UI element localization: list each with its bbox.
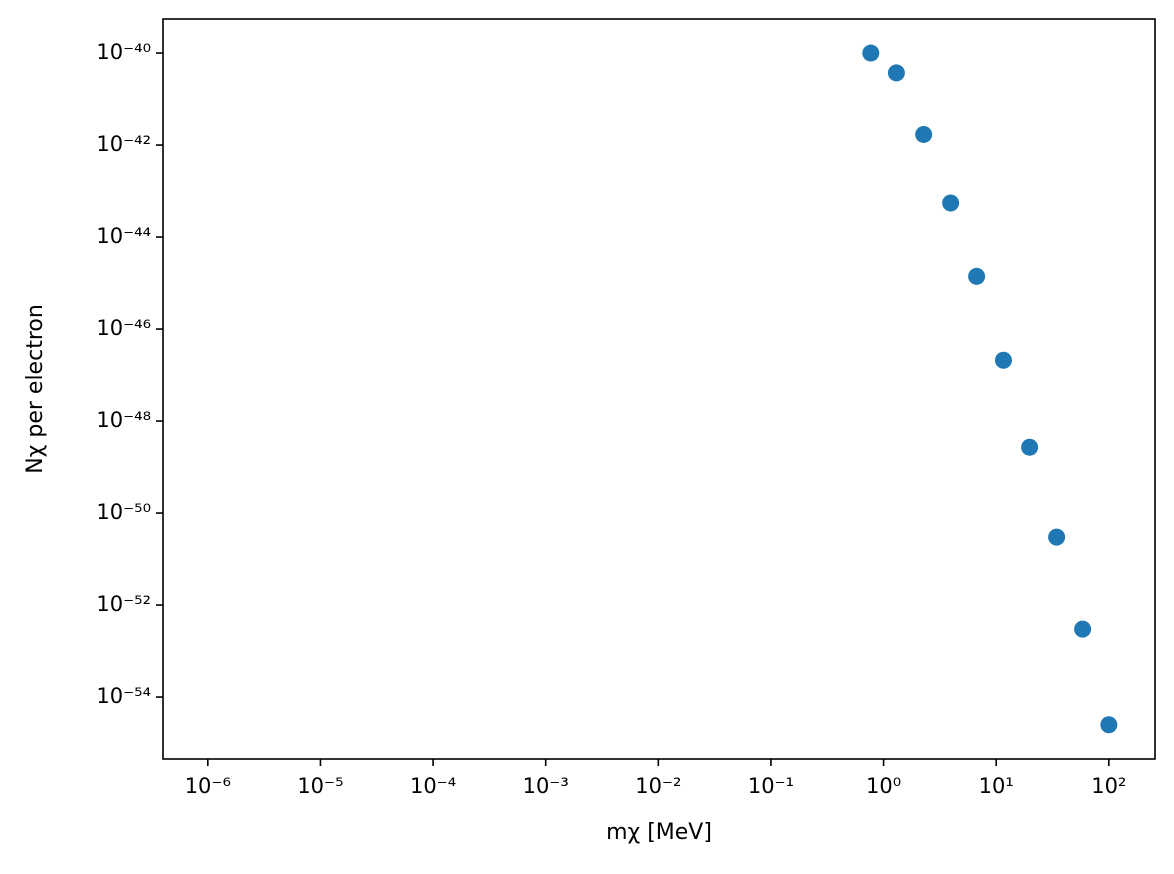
y-tick-label: 10⁻⁵⁰ <box>96 500 151 524</box>
data-point <box>1100 716 1118 734</box>
data-point <box>942 194 960 212</box>
x-axis-label: mχ [MeV] <box>606 820 712 845</box>
x-tick-label: 10⁻² <box>635 774 681 798</box>
y-tick-label: 10⁻⁴⁴ <box>96 224 151 248</box>
x-tick-label: 10⁻⁵ <box>297 774 343 798</box>
y-tick-label: 10⁻⁴⁶ <box>96 316 151 340</box>
x-tick-label: 10⁻¹ <box>748 774 794 798</box>
data-point <box>915 125 933 143</box>
data-point <box>1021 438 1039 456</box>
x-tick-label: 10¹ <box>979 774 1014 798</box>
plot-frame <box>162 18 1156 760</box>
data-point <box>887 64 905 82</box>
x-tick-label: 10² <box>1091 774 1126 798</box>
data-point <box>994 351 1012 369</box>
data-point <box>862 44 880 62</box>
data-point <box>968 267 986 285</box>
x-tick-label: 10⁻⁴ <box>410 774 456 798</box>
x-tick-label: 10⁻⁶ <box>185 774 231 798</box>
y-tick-label: 10⁻⁵² <box>96 592 151 616</box>
y-tick-label: 10⁻⁴² <box>96 132 151 156</box>
y-axis-label: Nχ per electron <box>23 304 48 474</box>
data-point <box>1048 528 1066 546</box>
y-tick-label: 10⁻⁴⁸ <box>96 408 151 432</box>
y-tick-label: 10⁻⁵⁴ <box>96 684 151 708</box>
y-tick-label: 10⁻⁴⁰ <box>96 40 151 64</box>
data-point <box>1074 620 1092 638</box>
x-tick-label: 10⁻³ <box>523 774 569 798</box>
x-tick-label: 10⁰ <box>866 774 901 798</box>
